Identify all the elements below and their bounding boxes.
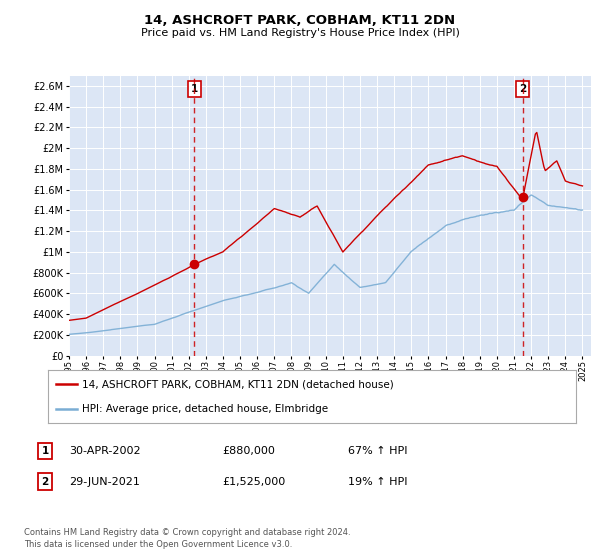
Text: 1: 1 (41, 446, 49, 456)
Text: 14, ASHCROFT PARK, COBHAM, KT11 2DN: 14, ASHCROFT PARK, COBHAM, KT11 2DN (145, 14, 455, 27)
Text: 19% ↑ HPI: 19% ↑ HPI (348, 477, 407, 487)
Text: 14, ASHCROFT PARK, COBHAM, KT11 2DN (detached house): 14, ASHCROFT PARK, COBHAM, KT11 2DN (det… (82, 380, 394, 390)
Text: Price paid vs. HM Land Registry's House Price Index (HPI): Price paid vs. HM Land Registry's House … (140, 28, 460, 38)
Text: This data is licensed under the Open Government Licence v3.0.: This data is licensed under the Open Gov… (24, 540, 292, 549)
Text: 30-APR-2002: 30-APR-2002 (69, 446, 140, 456)
Text: £880,000: £880,000 (222, 446, 275, 456)
Text: 2: 2 (519, 84, 526, 94)
Text: 29-JUN-2021: 29-JUN-2021 (69, 477, 140, 487)
Text: 67% ↑ HPI: 67% ↑ HPI (348, 446, 407, 456)
Text: 1: 1 (191, 84, 198, 94)
Text: 2: 2 (41, 477, 49, 487)
Text: HPI: Average price, detached house, Elmbridge: HPI: Average price, detached house, Elmb… (82, 404, 328, 414)
Text: Contains HM Land Registry data © Crown copyright and database right 2024.: Contains HM Land Registry data © Crown c… (24, 528, 350, 536)
Text: £1,525,000: £1,525,000 (222, 477, 285, 487)
